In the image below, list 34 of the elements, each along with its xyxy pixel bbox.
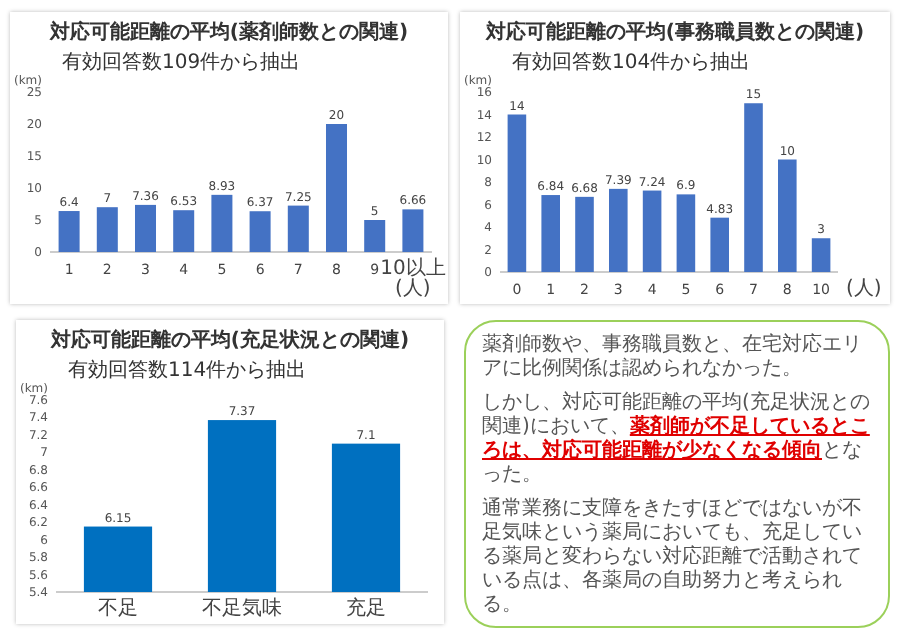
text: 有効回答数109件から抽出	[62, 50, 301, 74]
bar	[325, 124, 347, 252]
bar	[211, 194, 233, 252]
bar	[609, 188, 628, 272]
bar	[575, 196, 594, 272]
bar	[96, 207, 118, 252]
text: 有効回答数104件から抽出	[512, 50, 751, 74]
text: しかし、対応可能距離の平均(充足状況との関連)において、薬剤師が不足しているところは、対応可能距離が少なくなる傾向となった。	[482, 392, 870, 486]
bar	[58, 211, 80, 252]
bar	[778, 159, 797, 272]
bar	[249, 211, 271, 252]
bar	[744, 103, 763, 272]
bar	[402, 209, 424, 252]
x-tick-label: 不足気味	[202, 596, 282, 620]
text: 有効回答数114件から抽出	[68, 358, 307, 382]
chart-title: 対応可能距離の平均(事務職員数との関連)	[483, 20, 865, 44]
chart-title: 対応可能距離の平均(薬剤師数との関連)	[47, 20, 409, 44]
text: 薬剤師数や、事務職員数と、在宅対応エリアに比例関係は認められなかった。	[482, 334, 864, 382]
bar	[287, 205, 309, 252]
x-axis-title: (人)	[846, 278, 882, 300]
x-tick-label: 10以上 (人)	[380, 256, 446, 300]
text: 通常業務に支障をきたすほどではないが不足気味という薬局においても、充足している薬局と変わらない対応距離で活動されている点は、各薬局の自助努力と考えられる。	[482, 498, 864, 618]
bar	[173, 210, 195, 252]
bar	[507, 114, 527, 272]
bar	[135, 204, 157, 252]
bar	[642, 190, 662, 272]
bar	[676, 194, 696, 272]
bar	[364, 220, 386, 252]
bar	[811, 238, 831, 272]
x-tick-label: 充足	[346, 596, 386, 620]
bar	[541, 195, 560, 272]
x-tick-label: 不足	[98, 598, 138, 620]
chart-title: 対応可能距離の平均(充足状況との関連)	[48, 328, 410, 352]
bar	[710, 217, 729, 272]
